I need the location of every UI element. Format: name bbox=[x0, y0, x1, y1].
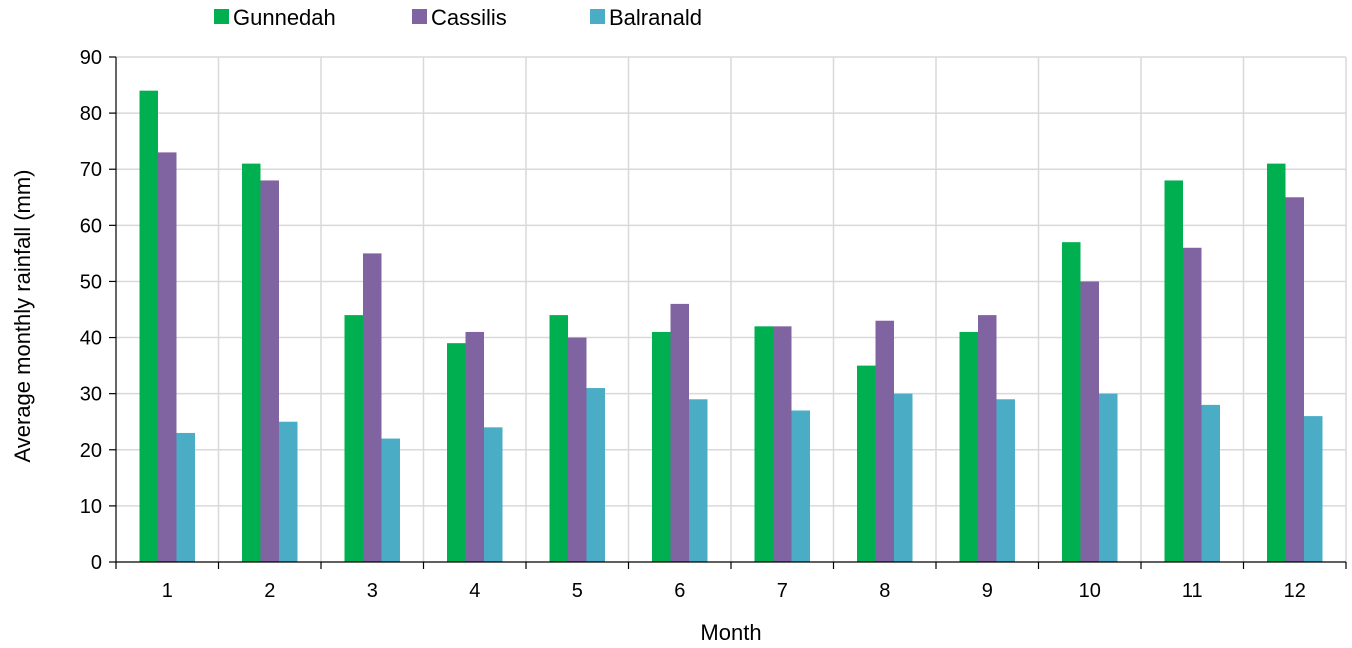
bar-cassilis bbox=[465, 331, 484, 562]
bar-gunnedah bbox=[344, 315, 363, 562]
y-tick-label: 20 bbox=[80, 440, 102, 462]
bar-gunnedah bbox=[139, 90, 158, 563]
bar-balranald bbox=[1304, 416, 1323, 562]
bar-cassilis bbox=[1080, 281, 1099, 562]
legend-swatch-cassilis bbox=[412, 9, 427, 24]
bar-gunnedah bbox=[1267, 163, 1286, 562]
bar-balranald bbox=[484, 427, 503, 562]
bar-cassilis bbox=[158, 152, 177, 562]
x-tick-label: 10 bbox=[1079, 580, 1101, 602]
bar-balranald bbox=[586, 388, 605, 562]
bar-balranald bbox=[176, 432, 195, 562]
x-tick-label: 9 bbox=[982, 580, 993, 602]
bar-gunnedah bbox=[959, 331, 978, 562]
legend-label-balranald: Balranald bbox=[609, 5, 702, 30]
bar-balranald bbox=[791, 410, 810, 562]
x-tick-label: 11 bbox=[1182, 580, 1203, 602]
x-tick-label: 3 bbox=[367, 580, 378, 602]
x-tick-label: 4 bbox=[469, 580, 480, 602]
bar-cassilis bbox=[1285, 197, 1304, 562]
bar-gunnedah bbox=[1062, 242, 1081, 562]
bar-gunnedah bbox=[857, 365, 876, 562]
bar-cassilis bbox=[670, 303, 689, 562]
x-tick-label: 2 bbox=[264, 580, 275, 602]
bar-gunnedah bbox=[1164, 180, 1183, 562]
bar-balranald bbox=[1201, 404, 1220, 562]
bar-gunnedah bbox=[652, 331, 671, 562]
bar-balranald bbox=[381, 438, 400, 562]
bar-balranald bbox=[1099, 393, 1118, 562]
x-tick-label: 1 bbox=[162, 580, 173, 602]
x-tick-label: 7 bbox=[777, 580, 788, 602]
y-tick-label: 80 bbox=[80, 103, 102, 125]
bar-cassilis bbox=[363, 253, 382, 562]
x-tick-label: 12 bbox=[1284, 580, 1306, 602]
legend-swatch-gunnedah bbox=[214, 9, 229, 24]
bar-cassilis bbox=[260, 180, 279, 562]
axes bbox=[109, 56, 1347, 569]
x-tick-label: 8 bbox=[879, 580, 890, 602]
bar-balranald bbox=[689, 399, 708, 562]
x-axis-title: Month bbox=[700, 620, 761, 645]
y-tick-label: 30 bbox=[80, 384, 102, 406]
bar-balranald bbox=[279, 421, 298, 562]
bar-cassilis bbox=[978, 315, 997, 562]
bar-gunnedah bbox=[242, 163, 261, 562]
bar-gunnedah bbox=[549, 315, 568, 562]
y-tick-label: 40 bbox=[80, 328, 102, 350]
y-tick-label: 70 bbox=[80, 159, 102, 181]
bar-cassilis bbox=[1183, 247, 1202, 562]
y-tick-label: 60 bbox=[80, 215, 102, 237]
x-tick-label: 5 bbox=[572, 580, 583, 602]
x-tick-label: 6 bbox=[674, 580, 685, 602]
y-axis-title: Average monthly rainfall (mm) bbox=[10, 169, 35, 462]
bar-cassilis bbox=[568, 337, 587, 562]
y-tick-label: 10 bbox=[80, 496, 102, 518]
legend-label-cassilis: Cassilis bbox=[431, 5, 507, 30]
y-tick-labels: 0 10 20 30 40 50 60 70 80 90 bbox=[80, 47, 102, 574]
bar-cassilis bbox=[875, 320, 894, 562]
bar-balranald bbox=[996, 399, 1015, 562]
legend-label-gunnedah: Gunnedah bbox=[233, 5, 336, 30]
legend-swatch-balranald bbox=[590, 9, 605, 24]
x-tick-labels: 1 2 3 4 5 6 7 8 9 10 11 12 bbox=[162, 580, 1306, 602]
y-tick-label: 50 bbox=[80, 271, 102, 293]
bar-gunnedah bbox=[447, 343, 466, 562]
y-tick-label: 0 bbox=[91, 552, 102, 574]
bar-gunnedah bbox=[754, 326, 773, 562]
legend: Gunnedah Cassilis Balranald bbox=[214, 5, 702, 30]
gridlines bbox=[116, 56, 1347, 562]
bar-balranald bbox=[894, 393, 913, 562]
bars bbox=[139, 90, 1323, 563]
y-tick-label: 90 bbox=[80, 47, 102, 69]
bar-cassilis bbox=[773, 326, 792, 562]
